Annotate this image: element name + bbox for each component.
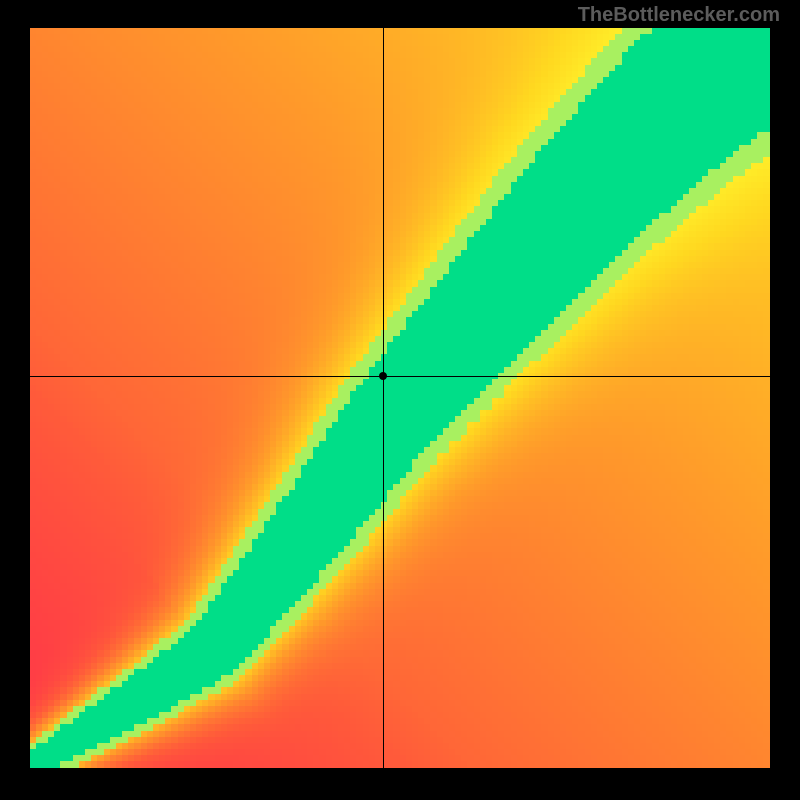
heatmap-plot: [30, 28, 770, 768]
watermark-text: TheBottlenecker.com: [578, 4, 780, 27]
heatmap-canvas: [30, 28, 770, 768]
